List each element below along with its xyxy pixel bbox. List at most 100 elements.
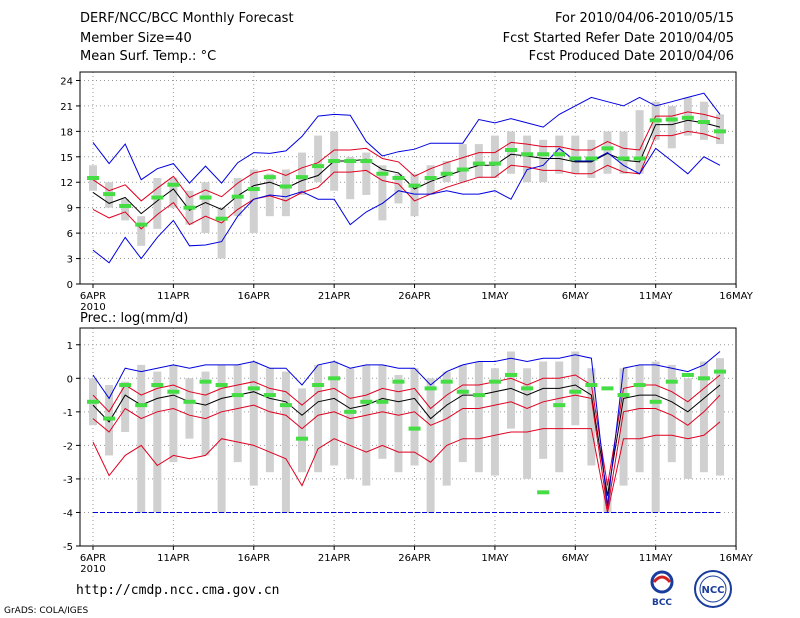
- observed-marker: [296, 436, 308, 441]
- observed-marker: [199, 195, 212, 200]
- x-tick-label: 1MAY: [481, 291, 509, 302]
- observed-marker: [601, 386, 614, 391]
- observed-marker: [665, 117, 678, 122]
- observed-marker: [215, 383, 228, 388]
- member-size-label: Member Size=40: [80, 31, 192, 46]
- observed-marker: [505, 148, 517, 153]
- observed-range-bar: [619, 131, 628, 174]
- x-tick-label: 21APR: [318, 291, 351, 302]
- grads-credit: GrADS: COLA/IGES: [4, 606, 89, 616]
- x-tick-label: 6APR: [80, 291, 106, 302]
- y-tick-label: 9: [67, 204, 73, 215]
- observed-marker: [199, 379, 212, 384]
- observed-range-bar: [635, 364, 644, 473]
- observed-range-bar: [314, 135, 323, 183]
- observed-range-bar: [523, 368, 532, 479]
- observed-range-bar: [442, 371, 451, 486]
- observed-range-bar: [619, 368, 628, 486]
- observed-marker: [376, 399, 389, 404]
- observed-marker: [135, 222, 148, 227]
- observed-range-bar: [523, 135, 532, 183]
- y-tick-label: 1: [67, 341, 73, 352]
- observed-range-bar: [121, 199, 130, 221]
- observed-marker: [553, 152, 566, 157]
- observed-marker: [649, 399, 662, 404]
- x-tick-label: 26APR: [398, 553, 431, 564]
- y-tick-label: -2: [63, 441, 73, 452]
- observed-range-bar: [121, 381, 130, 432]
- observed-range-bar: [635, 110, 644, 174]
- x-tick-label: 6MAY: [562, 553, 590, 564]
- observed-marker: [440, 171, 453, 176]
- observed-range-bar: [362, 152, 371, 195]
- series-line-max-member: [92, 351, 721, 506]
- observed-range-bar: [716, 358, 724, 476]
- bcc-logo-text: BCC: [652, 598, 672, 608]
- panel-1: 6APR 11APR 16APR 21APR 26APR 1MAY 6MAY 11MAY 16M…: [60, 71, 754, 313]
- x-tick-label: 6APR: [80, 553, 106, 564]
- y-tick-label: 24: [60, 76, 73, 87]
- precip-panel-title: Prec.: log(mm/d): [80, 311, 188, 326]
- observed-range-bar: [667, 364, 676, 463]
- observed-marker: [87, 399, 99, 404]
- observed-marker: [697, 376, 710, 381]
- x-tick-label: 11APR: [157, 553, 190, 564]
- produced-date-label: Fcst Produced Date 2010/04/06: [528, 49, 734, 64]
- observed-marker: [119, 383, 132, 388]
- y-tick-label: -4: [63, 508, 73, 519]
- x-tick-label: 6MAY: [562, 291, 590, 302]
- x-tick-label: 16MAY: [719, 291, 753, 302]
- y-tick-label: 3: [67, 255, 73, 266]
- observed-range-bar: [716, 114, 724, 145]
- panel-frame: [79, 327, 737, 547]
- observed-marker: [537, 152, 550, 157]
- x-tick-label: 21APR: [318, 553, 351, 564]
- observed-marker: [231, 393, 244, 398]
- observed-range-bar: [699, 361, 708, 473]
- observed-range-bar: [490, 135, 499, 178]
- observed-range-bar: [587, 368, 596, 466]
- series-line-min-member: [92, 147, 721, 264]
- observed-marker: [697, 120, 710, 125]
- x-tick-label: 11APR: [157, 291, 190, 302]
- observed-marker: [456, 167, 469, 172]
- observed-marker: [617, 393, 630, 398]
- observed-marker: [167, 182, 180, 187]
- panel-2: 6APR 11APR 16APR 21APR 26APR 1MAY 6MAY 11MAY 16M…: [63, 327, 754, 575]
- observed-marker: [569, 389, 582, 394]
- observed-marker: [247, 187, 260, 192]
- y-tick-label: 15: [60, 153, 73, 164]
- series-line-upper-percentile: [92, 111, 721, 202]
- observed-marker: [408, 183, 421, 188]
- observed-marker: [585, 156, 598, 161]
- x-tick-label: 16MAY: [719, 553, 753, 564]
- observed-marker: [472, 161, 485, 166]
- observed-marker: [87, 176, 99, 180]
- observed-marker: [151, 195, 164, 200]
- observed-marker: [279, 403, 292, 408]
- y-tick-label: 0: [67, 280, 73, 291]
- observed-marker: [633, 383, 646, 388]
- observed-marker: [617, 156, 630, 161]
- observed-marker: [103, 416, 116, 421]
- observed-marker: [183, 205, 196, 210]
- observed-marker: [392, 379, 405, 384]
- observed-marker: [263, 393, 276, 398]
- observed-range-bar: [137, 216, 146, 246]
- observed-marker: [151, 383, 164, 388]
- observed-range-bar: [185, 378, 194, 439]
- x-year-label: 2010: [80, 302, 105, 313]
- observed-range-bar: [410, 173, 419, 217]
- observed-marker: [328, 159, 341, 164]
- observed-range-bar: [249, 361, 258, 486]
- observed-range-bar: [426, 378, 435, 513]
- series-line-ensemble-mean: [92, 384, 721, 496]
- observed-range-bar: [490, 368, 499, 476]
- observed-range-bar: [394, 374, 403, 473]
- observed-marker: [344, 409, 357, 414]
- observed-range-bar: [378, 165, 387, 221]
- observed-range-bar: [651, 361, 660, 513]
- observed-range-bar: [346, 156, 355, 200]
- observed-range-bar: [169, 364, 178, 463]
